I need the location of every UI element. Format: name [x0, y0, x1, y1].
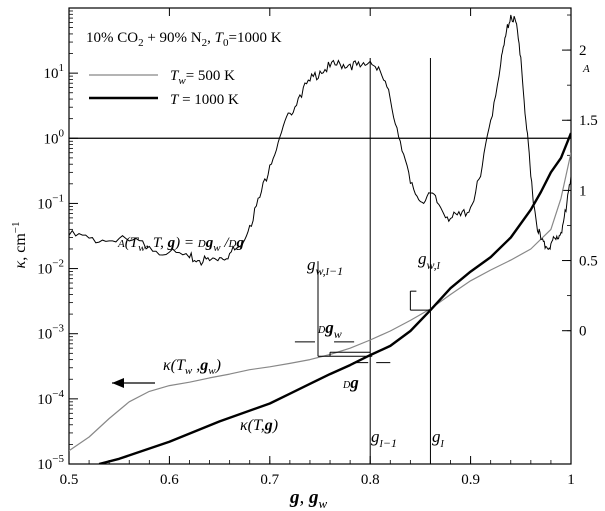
x-tick-label: 0.8 — [361, 472, 380, 488]
plot-frame — [68, 7, 572, 465]
annotation-formula: A(Tw, T, g) = Dgw /Dg — [117, 235, 244, 254]
y-right-tick-label: 1 — [579, 183, 587, 199]
x-tick-label: 0.9 — [461, 472, 480, 488]
y-left-tick-label: 10−1 — [37, 192, 64, 212]
x-tick-label: 1 — [567, 472, 575, 488]
annotation-g-i: gI — [432, 427, 445, 450]
y-left-tick-label: 100 — [44, 127, 65, 147]
arrow-left-head — [112, 378, 124, 388]
y-left-tick-exponent: 0 — [59, 127, 65, 139]
y-left-tick-exponent: 1 — [59, 62, 65, 74]
y-left-tick-label: 10−2 — [37, 258, 64, 278]
annotation-gw-i-1: gw,I−1 — [307, 255, 343, 278]
chart-title: 10% CO2 + 90% N2, T0=1000 K — [86, 30, 282, 49]
y-left-tick-exponent: −2 — [52, 258, 64, 270]
y-left-tick-exponent: −3 — [52, 323, 64, 335]
annotation-dgw: Dgw — [317, 318, 342, 341]
series-line-T — [98, 132, 571, 464]
y-right-tick-label: 0 — [579, 324, 587, 340]
annotation-kappa-tw: κ(Tw ,gw) — [163, 357, 221, 377]
y-right-tick-label: 0.5 — [579, 254, 598, 270]
y-left-tick-label: 10−5 — [37, 453, 64, 473]
legend-label-tw: Tw= 500 K — [170, 68, 235, 87]
legend: Tw= 500 K T = 1000 K — [89, 68, 239, 108]
x-tick-label: 0.5 — [60, 472, 79, 488]
y-left-tick-label: 10−3 — [37, 323, 64, 343]
x-axis-label: g, gw — [289, 487, 328, 511]
y-axis-label-right: A — [582, 63, 590, 75]
series-line-Tw — [69, 152, 571, 452]
annotation-kappa-t: κ(T,g) — [240, 417, 278, 434]
annotation-dg: Dg — [342, 373, 359, 392]
x-tick-label: 0.7 — [260, 472, 279, 488]
y-left-tick-label: 101 — [44, 62, 65, 82]
y-left-tick-exponent: −5 — [52, 453, 64, 465]
y-right-tick-label: 1.5 — [579, 113, 598, 129]
annotation-gw-i: gw,I — [418, 249, 441, 272]
y-axis-label-left: κ, cm−1 — [10, 222, 29, 269]
series-line-A — [69, 14, 571, 267]
y-right-tick-label: 2 — [579, 43, 587, 59]
legend-label-t: T = 1000 K — [170, 92, 239, 108]
y-left-tick-label: 10−4 — [37, 388, 64, 408]
x-tick-label: 0.6 — [160, 472, 179, 488]
y-left-tick-exponent: −4 — [52, 388, 64, 400]
y-left-tick-exponent: −1 — [52, 192, 64, 204]
annotation-g-i-1: gI−1 — [371, 427, 397, 450]
